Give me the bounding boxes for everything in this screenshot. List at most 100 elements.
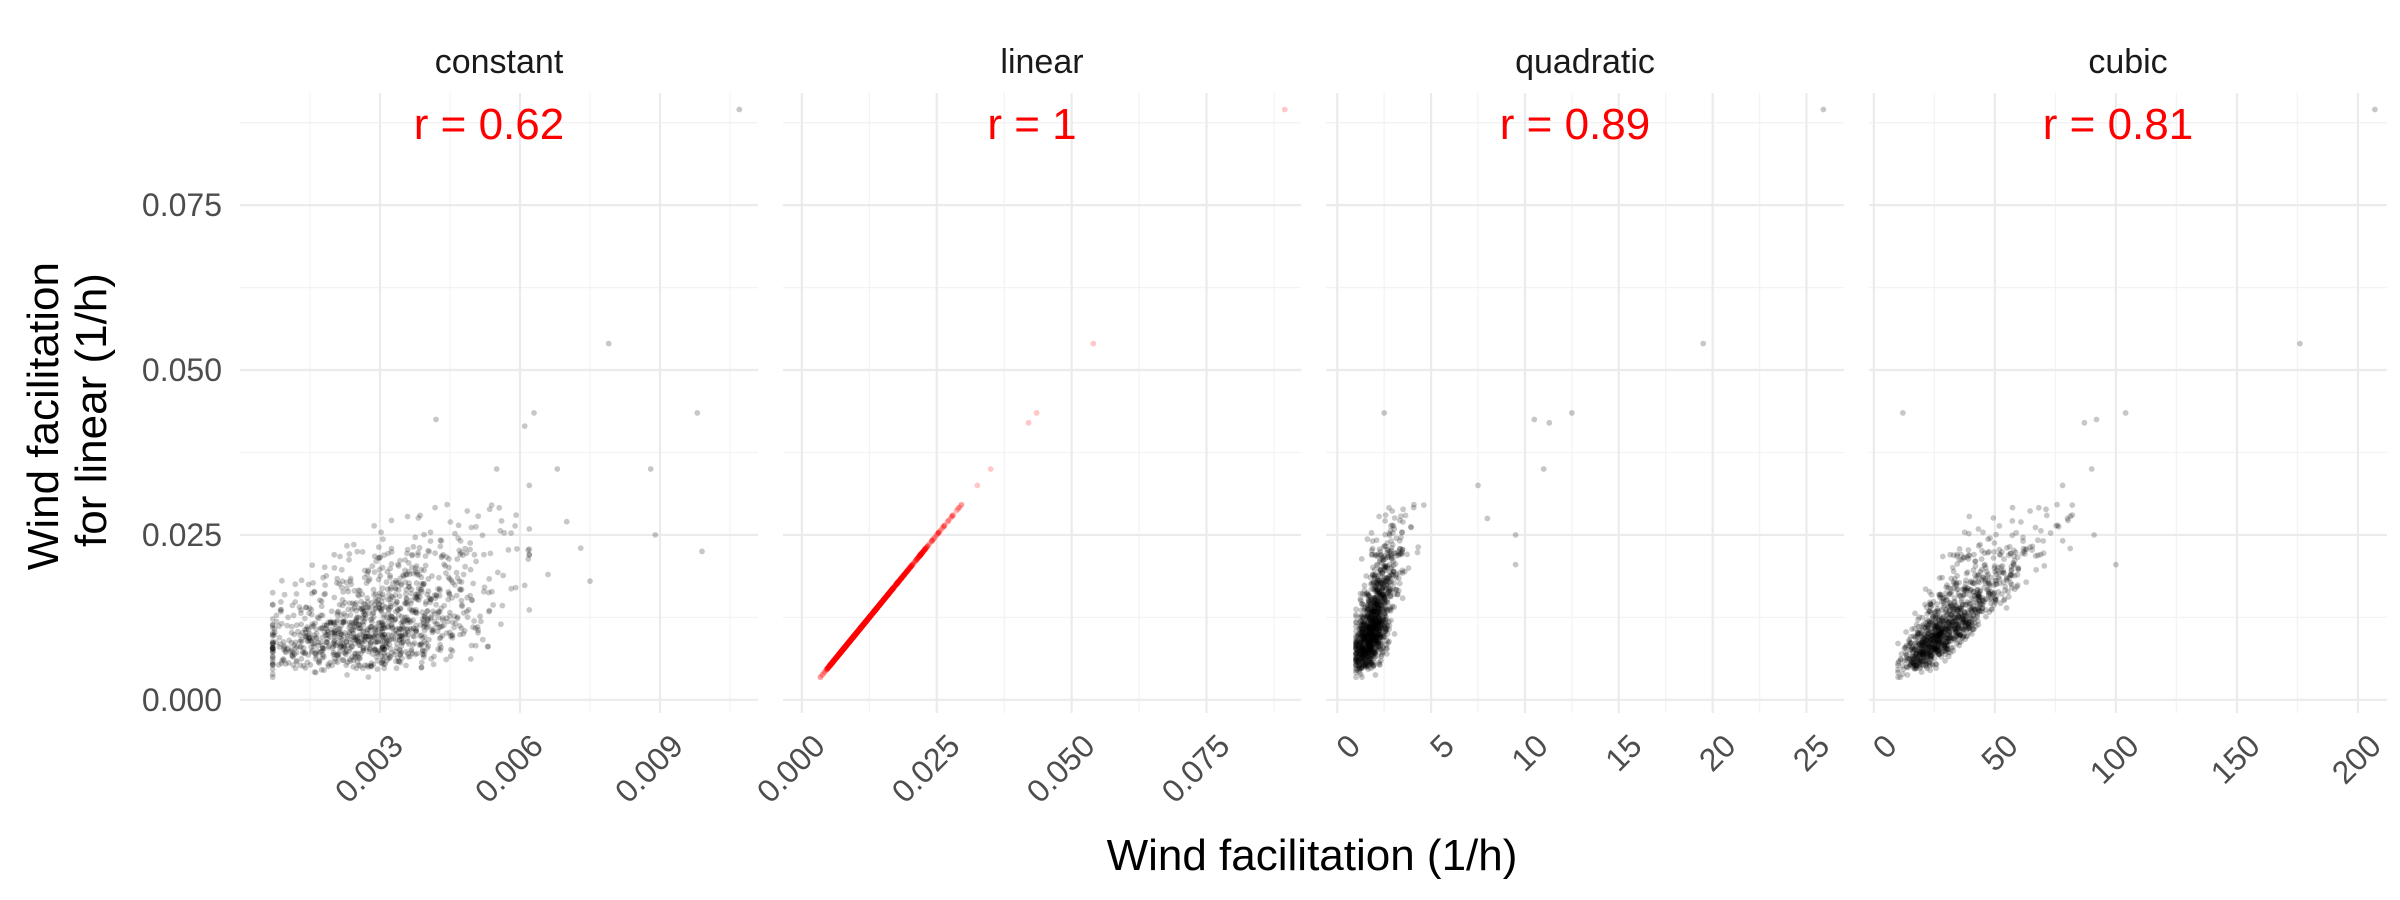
data-point xyxy=(407,653,413,660)
data-point xyxy=(341,650,348,656)
x-tick-label: 0.050 xyxy=(1020,727,1102,809)
data-point xyxy=(379,623,386,629)
data-point xyxy=(331,633,338,640)
data-point xyxy=(418,640,425,647)
data-point xyxy=(1932,625,1939,632)
data-point xyxy=(348,643,355,650)
data-point xyxy=(871,608,878,615)
data-point xyxy=(429,573,435,579)
data-point xyxy=(1991,540,1998,546)
data-point xyxy=(404,635,411,642)
data-point xyxy=(863,617,870,624)
data-point xyxy=(355,662,362,668)
data-point xyxy=(331,551,338,558)
data-point xyxy=(388,633,395,639)
data-point xyxy=(388,549,395,555)
data-point xyxy=(437,641,443,648)
data-point xyxy=(302,629,309,636)
data-point xyxy=(394,640,400,647)
data-point xyxy=(334,580,340,586)
data-point xyxy=(837,649,844,656)
data-point xyxy=(303,604,310,611)
data-point xyxy=(437,647,444,654)
data-point xyxy=(825,664,832,671)
data-point xyxy=(1354,657,1360,664)
data-point xyxy=(319,625,326,632)
data-point xyxy=(418,581,425,587)
data-point xyxy=(385,655,392,662)
data-point xyxy=(905,566,912,573)
data-point xyxy=(512,584,519,591)
data-point xyxy=(370,610,376,617)
data-point xyxy=(850,633,857,640)
data-point xyxy=(370,586,377,593)
data-point xyxy=(856,626,863,633)
data-point xyxy=(279,577,285,584)
data-point xyxy=(1895,674,1901,680)
data-point xyxy=(375,544,382,550)
data-point xyxy=(449,648,456,654)
data-point xyxy=(360,608,366,615)
data-point xyxy=(1975,542,1982,549)
data-point xyxy=(387,586,394,593)
data-point xyxy=(866,614,873,621)
data-point xyxy=(308,623,315,630)
data-point xyxy=(836,651,843,657)
data-point xyxy=(376,566,383,573)
data-point xyxy=(851,633,857,639)
data-point xyxy=(348,581,354,588)
data-point xyxy=(409,609,416,615)
data-point xyxy=(321,629,328,636)
data-point xyxy=(371,569,378,575)
data-point xyxy=(1934,640,1941,647)
y-axis-title-line-1: Wind facilitation xyxy=(19,262,68,570)
data-point xyxy=(421,580,427,587)
data-point xyxy=(411,633,418,640)
data-point xyxy=(347,600,353,606)
data-point xyxy=(444,501,451,508)
data-point xyxy=(489,588,495,595)
data-point xyxy=(289,649,296,656)
data-point xyxy=(1390,568,1397,575)
data-point xyxy=(346,648,352,655)
data-point xyxy=(269,671,276,678)
data-point xyxy=(2032,524,2039,531)
data-point xyxy=(420,624,427,630)
data-point xyxy=(458,625,465,632)
data-point xyxy=(849,634,856,641)
data-point xyxy=(1947,619,1953,625)
data-point xyxy=(854,628,861,635)
data-point xyxy=(846,639,852,646)
data-point xyxy=(365,674,372,680)
data-point xyxy=(380,602,386,609)
data-point xyxy=(404,629,411,635)
data-point xyxy=(353,620,359,627)
data-point xyxy=(458,549,465,556)
data-point xyxy=(402,572,409,578)
data-point xyxy=(468,642,475,649)
data-point xyxy=(349,636,355,643)
data-point xyxy=(1902,644,1909,650)
data-point xyxy=(269,644,276,651)
data-point xyxy=(1967,587,1974,594)
data-point xyxy=(396,637,403,643)
data-point xyxy=(384,657,390,664)
data-point xyxy=(353,617,359,623)
data-point xyxy=(486,506,493,513)
data-point xyxy=(421,651,427,658)
data-point xyxy=(344,672,350,678)
data-point xyxy=(337,643,344,650)
data-point xyxy=(330,629,337,636)
data-point xyxy=(356,592,362,599)
data-point xyxy=(350,663,357,670)
data-point xyxy=(470,624,476,631)
data-point xyxy=(843,643,849,649)
data-point xyxy=(403,648,409,655)
data-point xyxy=(847,637,854,644)
data-point xyxy=(460,571,467,578)
data-point xyxy=(500,572,507,579)
data-point xyxy=(326,643,332,649)
data-point xyxy=(423,621,430,628)
data-point xyxy=(912,557,919,564)
data-point xyxy=(375,555,382,561)
